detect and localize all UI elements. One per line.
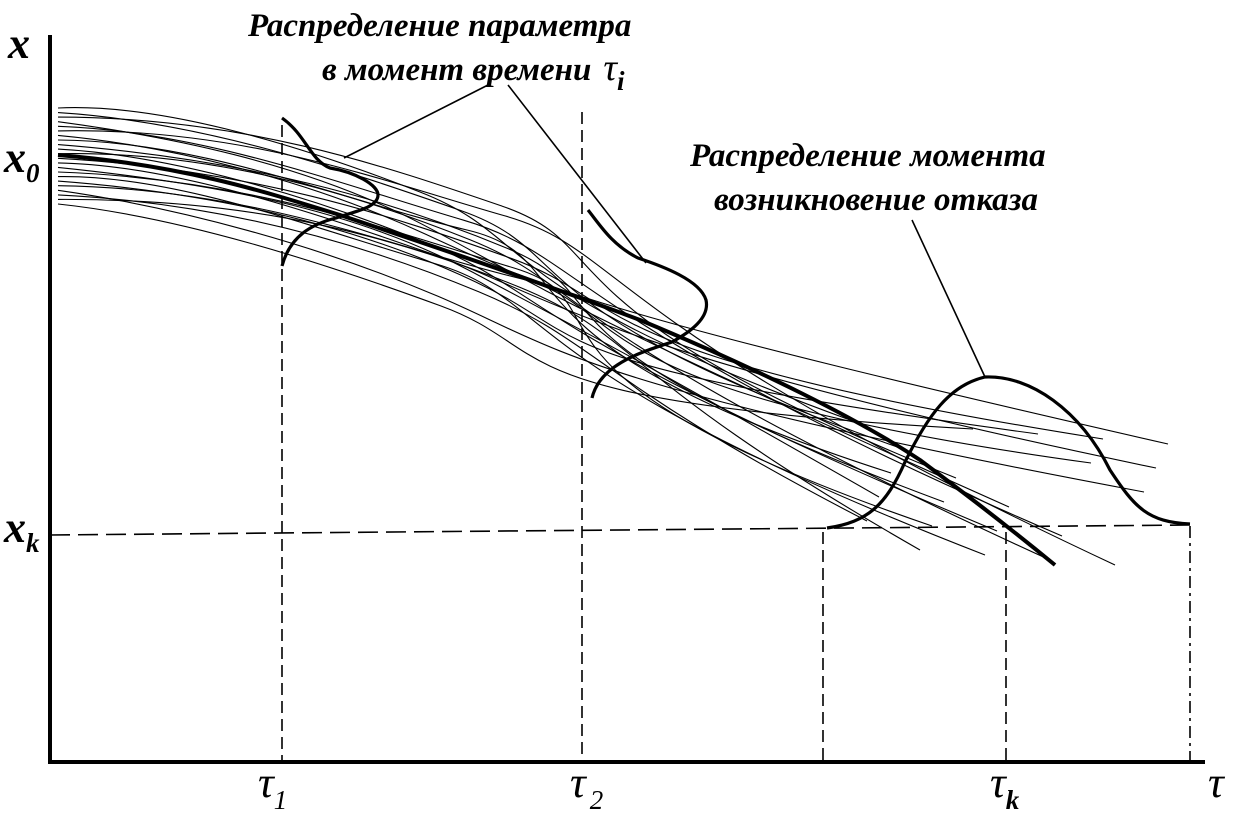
leader-line-failure xyxy=(911,219,986,378)
x-axis-symbol: τ xyxy=(1208,758,1226,807)
tauk-tick-subscript: k xyxy=(1006,785,1020,814)
realization-curve xyxy=(57,198,921,551)
tau1-tick-subscript: 1 xyxy=(274,785,288,814)
y-axis-symbol: x xyxy=(7,19,30,68)
x0-tick-symbol: x xyxy=(3,133,26,182)
realization-curve xyxy=(57,116,957,479)
realization-curve xyxy=(57,107,851,421)
param-distribution-label-line2: в момент времени τi xyxy=(322,47,625,96)
param-distribution-tau1-curve xyxy=(280,116,380,267)
tau2-tick-subscript: 2 xyxy=(590,785,604,814)
realization-curve xyxy=(57,194,868,522)
tau1-tick-label: τ1 xyxy=(258,758,287,814)
realization-curve xyxy=(57,134,1169,445)
leader-line-tau1 xyxy=(343,84,489,159)
param-distribution-tau-symbol: τ xyxy=(603,47,618,89)
failure-time-distribution-curve xyxy=(826,375,1191,530)
param-distribution-label-line1: Распределение параметра xyxy=(247,8,631,44)
realization-curve xyxy=(57,139,892,474)
realization-curve xyxy=(57,189,1145,493)
xk-tick-label: xk xyxy=(3,503,40,558)
tauk-tick-label: τk xyxy=(990,758,1020,814)
param-distribution-label-text: в момент времени xyxy=(322,52,591,88)
failure-distribution-label-line2: возникновение отказа xyxy=(714,182,1038,218)
realization-curve xyxy=(57,148,998,532)
param-distribution-tau2-curve xyxy=(586,209,709,399)
tau2-tick-symbol: τ xyxy=(570,758,588,807)
realization-curve xyxy=(57,121,1010,508)
failure-distribution-label-line1: Распределение момента xyxy=(689,138,1046,174)
realization-curve xyxy=(57,176,986,556)
mean-trajectory-curve xyxy=(57,153,1057,567)
xk-threshold-line xyxy=(49,524,1191,536)
tauk-tick-symbol: τ xyxy=(990,758,1008,807)
realization-curve xyxy=(57,144,945,503)
xk-tick-symbol: x xyxy=(3,503,26,552)
realization-curve xyxy=(57,157,1104,440)
x0-tick-label: x0 xyxy=(3,133,40,188)
realization-curve xyxy=(57,185,1092,464)
tau1-tick-symbol: τ xyxy=(258,758,276,807)
xk-tick-subscript: k xyxy=(26,528,40,558)
leader-line-tau2 xyxy=(507,84,647,264)
x0-tick-subscript: 0 xyxy=(26,158,40,188)
realization-curve xyxy=(57,203,974,430)
parameter-realization-curves xyxy=(57,107,1169,566)
realization-curve xyxy=(57,180,1039,435)
param-distribution-subscript: i xyxy=(617,66,625,96)
